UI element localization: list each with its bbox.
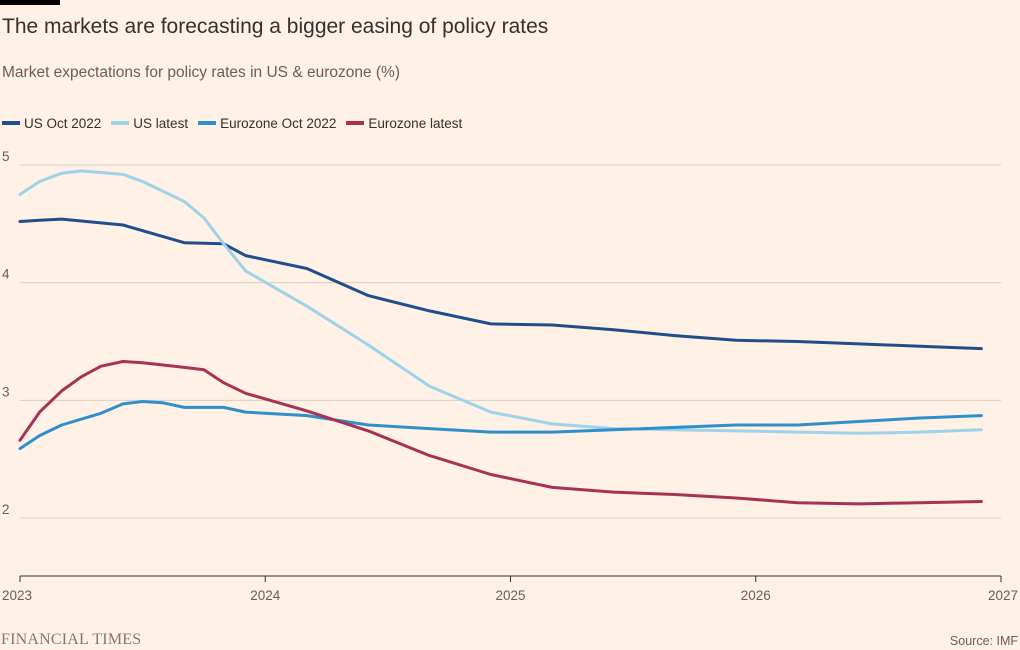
legend-label-eurozone-latest: Eurozone latest [368, 115, 463, 131]
series-line-eurozone-latest [18, 360, 983, 506]
series-line-eurozone-oct-2022 [18, 400, 983, 451]
y-tick-label-5: 5 [2, 149, 10, 164]
legend-swatch-us-oct-2022 [2, 121, 20, 125]
x-tick-label-2024: 2024 [250, 588, 281, 603]
ft-brand-bar [0, 0, 60, 5]
series-line-us-latest [18, 169, 983, 435]
legend-item-us-oct-2022: US Oct 2022 [2, 116, 101, 131]
x-tick-label-2023: 2023 [2, 588, 32, 603]
y-tick-label-3: 3 [2, 384, 10, 399]
series-line-us-oct-2022 [18, 217, 983, 351]
chart-subtitle: Market expectations for policy rates in … [2, 64, 401, 81]
legend-label-eurozone-oct-2022: Eurozone Oct 2022 [220, 115, 337, 131]
ft-logo: FINANCIAL TIMES [1, 631, 142, 648]
x-tick-label-2026: 2026 [741, 588, 771, 603]
legend-swatch-eurozone-latest [346, 121, 365, 125]
legend-item-us-latest: US latest [111, 116, 188, 131]
x-tick-label-2027: 2027 [988, 588, 1018, 603]
y-tick-label-2: 2 [2, 502, 10, 517]
chart-title: The markets are forecasting a bigger eas… [2, 15, 549, 38]
legend: US Oct 2022 US latest Eurozone Oct 2022 … [2, 113, 472, 133]
legend-item-eurozone-oct-2022: Eurozone Oct 2022 [198, 116, 336, 131]
legend-swatch-eurozone-oct-2022 [198, 121, 217, 125]
legend-swatch-us-latest [111, 121, 130, 125]
legend-label-us-latest: US latest [133, 115, 189, 131]
source-note: Source: IMF [949, 634, 1018, 648]
x-tick-label-2025: 2025 [495, 588, 525, 603]
y-tick-label-4: 4 [2, 267, 10, 282]
legend-label-us-oct-2022: US Oct 2022 [24, 115, 102, 131]
legend-item-eurozone-latest: Eurozone latest [346, 116, 462, 131]
